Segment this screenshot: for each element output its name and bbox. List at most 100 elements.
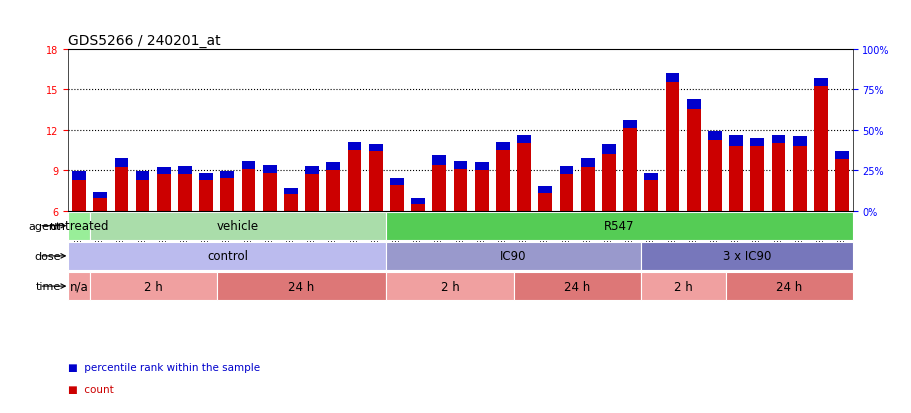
Bar: [750, 138, 763, 147]
Bar: [622, 129, 636, 292]
Bar: [326, 163, 340, 171]
Bar: [262, 173, 276, 292]
Bar: [517, 136, 530, 144]
Bar: [347, 142, 361, 150]
Bar: [496, 142, 509, 150]
Bar: [220, 172, 234, 179]
Bar: [601, 145, 615, 154]
Bar: [347, 150, 361, 292]
Bar: [686, 100, 700, 110]
Text: IC90: IC90: [500, 250, 527, 263]
Bar: [559, 175, 573, 292]
Bar: [368, 145, 383, 152]
Text: ■  count: ■ count: [68, 385, 114, 394]
Bar: [217, 273, 386, 300]
Bar: [68, 273, 89, 300]
Bar: [68, 212, 89, 240]
Text: time: time: [36, 281, 61, 292]
Bar: [89, 273, 217, 300]
Bar: [386, 242, 640, 270]
Bar: [284, 188, 298, 195]
Bar: [262, 165, 276, 173]
Bar: [200, 180, 213, 292]
Bar: [750, 147, 763, 292]
Bar: [771, 136, 784, 144]
Bar: [580, 159, 594, 168]
Text: 2 h: 2 h: [673, 280, 691, 293]
Text: R547: R547: [604, 220, 634, 233]
Bar: [792, 137, 805, 147]
Bar: [475, 171, 488, 292]
Bar: [136, 172, 149, 180]
Bar: [640, 273, 725, 300]
Bar: [157, 168, 170, 175]
Text: agent: agent: [29, 221, 61, 231]
Bar: [411, 204, 425, 292]
Text: 2 h: 2 h: [440, 280, 459, 293]
Bar: [665, 74, 679, 83]
Bar: [707, 132, 721, 141]
Text: control: control: [207, 250, 248, 263]
Bar: [644, 173, 658, 180]
Bar: [453, 161, 467, 169]
Bar: [115, 168, 128, 292]
Text: 3 x IC90: 3 x IC90: [722, 250, 770, 263]
Bar: [729, 147, 742, 292]
Bar: [284, 195, 298, 292]
Bar: [220, 179, 234, 292]
Bar: [537, 187, 552, 194]
Bar: [559, 166, 573, 175]
Bar: [411, 199, 425, 204]
Text: ■  percentile rank within the sample: ■ percentile rank within the sample: [68, 362, 261, 372]
Bar: [305, 166, 319, 175]
Bar: [241, 161, 255, 169]
Bar: [432, 156, 445, 165]
Text: dose: dose: [35, 251, 61, 261]
Bar: [68, 242, 386, 270]
Bar: [241, 169, 255, 292]
Bar: [178, 166, 191, 175]
Bar: [93, 199, 107, 292]
Bar: [72, 172, 86, 180]
Bar: [157, 175, 170, 292]
Text: 24 h: 24 h: [563, 280, 589, 293]
Text: vehicle: vehicle: [217, 220, 259, 233]
Bar: [622, 121, 636, 129]
Bar: [453, 169, 467, 292]
Text: n/a: n/a: [69, 280, 88, 293]
Bar: [136, 180, 149, 292]
Bar: [729, 136, 742, 147]
Bar: [834, 152, 848, 160]
Text: GDS5266 / 240201_at: GDS5266 / 240201_at: [68, 33, 220, 47]
Bar: [814, 87, 827, 292]
Bar: [368, 152, 383, 292]
Bar: [814, 79, 827, 87]
Bar: [390, 185, 404, 292]
Bar: [72, 180, 86, 292]
Bar: [834, 160, 848, 292]
Bar: [707, 141, 721, 292]
Bar: [580, 168, 594, 292]
Bar: [386, 212, 852, 240]
Bar: [517, 144, 530, 292]
Bar: [200, 173, 213, 180]
Bar: [601, 154, 615, 292]
Bar: [496, 150, 509, 292]
Bar: [390, 179, 404, 185]
Bar: [115, 159, 128, 168]
Text: 24 h: 24 h: [288, 280, 314, 293]
Text: 24 h: 24 h: [775, 280, 802, 293]
Text: untreated: untreated: [50, 220, 108, 233]
Bar: [326, 171, 340, 292]
Bar: [513, 273, 640, 300]
Bar: [725, 273, 852, 300]
Bar: [432, 165, 445, 292]
Bar: [537, 194, 552, 292]
Bar: [93, 192, 107, 199]
Bar: [386, 273, 513, 300]
Bar: [89, 212, 386, 240]
Bar: [640, 242, 852, 270]
Bar: [665, 83, 679, 292]
Bar: [475, 163, 488, 171]
Bar: [178, 175, 191, 292]
